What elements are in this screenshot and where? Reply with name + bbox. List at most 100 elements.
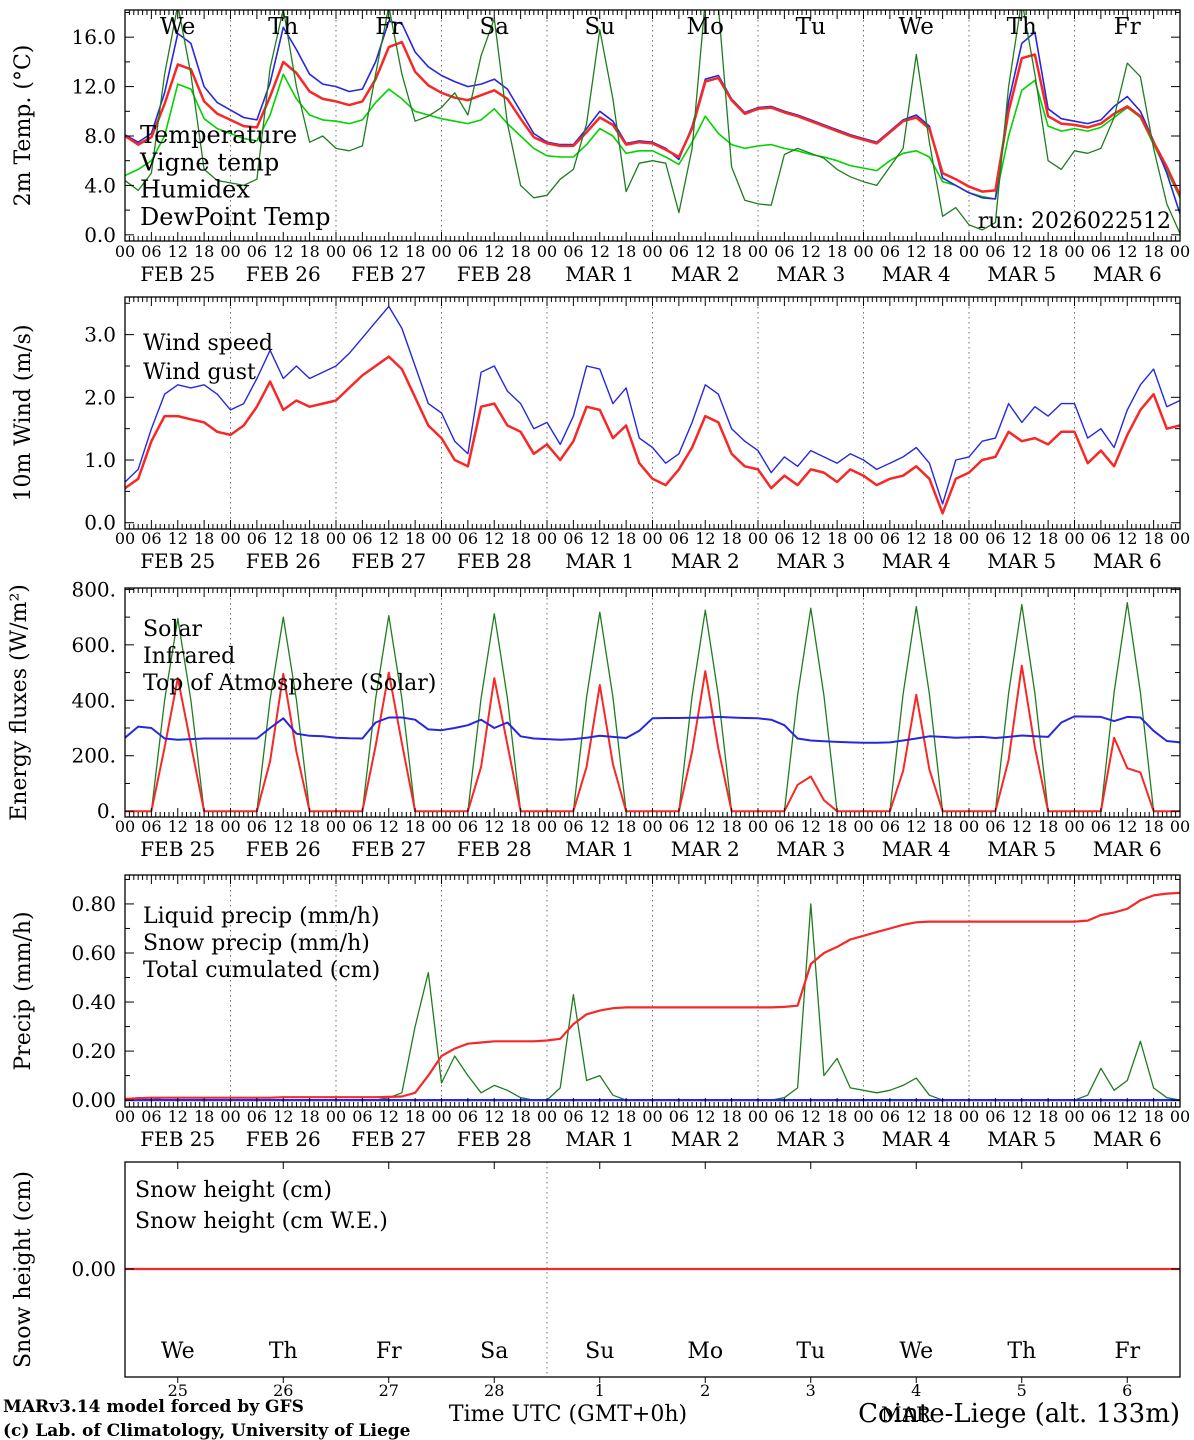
x-hour-label: 12 [590, 242, 610, 261]
x-date-label: FEB 28 [457, 1127, 532, 1151]
x-hour-label: 12 [1012, 242, 1032, 261]
x-hour-label: 12 [273, 817, 293, 836]
legend-entry: Wind speed [143, 331, 273, 356]
x-hour-label: 06 [141, 817, 161, 836]
x-hour-label: 00 [537, 817, 557, 836]
day-number-label: 4 [911, 1381, 921, 1400]
x-hour-label: 06 [247, 242, 267, 261]
day-number-label: 28 [484, 1381, 504, 1400]
panel-temperature: 00 06 12 18 00 06 12 18 00 06 12 18 00 06 12 18 00 06 12 18… [11, 9, 1190, 286]
x-hour-label: 12 [1012, 1107, 1032, 1126]
legend-entry: Temperature [140, 121, 297, 149]
x-date-label: FEB 27 [351, 837, 426, 861]
x-hour-label: 12 [695, 817, 715, 836]
x-hour-label: 06 [1091, 242, 1111, 261]
x-hour-label: 12 [906, 242, 926, 261]
x-hour-label: 06 [141, 242, 161, 261]
x-hour-label: 00 [220, 242, 240, 261]
x-hour-label: 12 [168, 817, 188, 836]
y-tick-label: 16.0 [71, 25, 116, 49]
x-hour-label: 12 [379, 242, 399, 261]
x-hour-label: 06 [669, 1107, 689, 1126]
x-date-label: MAR 3 [776, 837, 845, 861]
x-hour-label: 00 [959, 529, 979, 548]
x-hour-label: 12 [484, 529, 504, 548]
x-hour-label: 12 [1117, 817, 1137, 836]
x-hour-label: 12 [590, 529, 610, 548]
x-date-label: MAR 4 [882, 262, 951, 286]
x-hour-label: 12 [590, 1107, 610, 1126]
y-tick-label: 200. [71, 744, 116, 768]
y-tick-label: 8.0 [84, 124, 116, 148]
series-total-cumulated [125, 891, 1180, 1100]
x-hour-label: 18 [299, 242, 319, 261]
series-wind-speed [125, 355, 1180, 515]
day-name-label: Su [584, 14, 615, 40]
x-date-label: FEB 27 [351, 549, 426, 573]
x-hour-label: 00 [220, 1107, 240, 1126]
legend-entry: Humidex [140, 176, 250, 204]
x-hour-label: 18 [405, 1107, 425, 1126]
x-date-label: MAR 5 [987, 549, 1056, 573]
x-hour-label: 12 [1117, 242, 1137, 261]
x-hour-label: 06 [247, 1107, 267, 1126]
x-hour-label: 18 [932, 529, 952, 548]
legend-entry: Solar [143, 617, 202, 642]
y-tick-label: 0. [97, 799, 116, 823]
day-name-label: We [899, 14, 934, 40]
x-date-label: MAR 4 [882, 549, 951, 573]
y-tick-label: 0.0 [84, 511, 116, 535]
day-name-label: Th [1007, 14, 1037, 40]
x-hour-label: 00 [1170, 1107, 1190, 1126]
time-axis-label: Time UTC (GMT+0h) [449, 1402, 687, 1427]
x-date-label: MAR 3 [776, 549, 845, 573]
y-tick-label: 1.0 [84, 448, 116, 472]
x-hour-label: 00 [115, 242, 135, 261]
x-hour-label: 00 [959, 817, 979, 836]
x-hour-label: 06 [458, 242, 478, 261]
x-hour-label: 06 [247, 529, 267, 548]
x-date-label: FEB 28 [457, 549, 532, 573]
x-hour-label: 18 [299, 817, 319, 836]
day-name-label: Sa [480, 1339, 508, 1364]
y-tick-label: 0.40 [71, 990, 116, 1014]
x-hour-label: 00 [853, 1107, 873, 1126]
x-hour-label: 18 [1038, 242, 1058, 261]
y-tick-label: 0.0 [84, 223, 116, 247]
panel-precip: 00 06 12 18 00 06 12 18 00 06 12 18 00 06 12 18 00 06 12 18… [11, 874, 1190, 1151]
axis-labels: 00 06 12 18 00 06 12 18 00 06 12 18 00 06 12 18 00 06 12 18… [84, 323, 1190, 573]
x-date-label: FEB 26 [246, 262, 321, 286]
legend-entry: Snow precip (mm/h) [143, 931, 370, 956]
x-hour-label: 12 [695, 529, 715, 548]
legend: Wind speed Wind gust [143, 331, 273, 385]
x-hour-label: 00 [1170, 817, 1190, 836]
x-hour-label: 00 [431, 529, 451, 548]
x-hour-label: 12 [695, 242, 715, 261]
x-hour-label: 06 [247, 817, 267, 836]
x-hour-label: 12 [484, 817, 504, 836]
x-hour-label: 06 [141, 1107, 161, 1126]
x-hour-label: 06 [563, 242, 583, 261]
x-hour-label: 12 [484, 1107, 504, 1126]
axis-labels: We 25 Th 26 Fr 27 Sa 28 Su 1 Mo 2 Tu 3 We 4 Th 5 Fr 6 0.00 [71, 1257, 1140, 1400]
x-hour-label: 00 [642, 242, 662, 261]
x-hour-label: 12 [801, 817, 821, 836]
day-number-label: 6 [1122, 1381, 1132, 1400]
day-name-label: We [899, 1339, 933, 1364]
x-hour-label: 06 [352, 242, 372, 261]
panel-snow: We 25 Th 26 Fr 27 Sa 28 Su 1 Mo 2 Tu 3 We 4 Th 5 Fr 6 0.00 Sn… [11, 1161, 1181, 1400]
x-hour-label: 00 [642, 529, 662, 548]
x-hour-label: 18 [510, 242, 530, 261]
series-infrared [125, 715, 1180, 744]
day-number-label: 3 [806, 1381, 816, 1400]
x-date-label: FEB 25 [140, 1127, 215, 1151]
x-date-label: MAR 1 [565, 1127, 634, 1151]
x-hour-label: 00 [220, 529, 240, 548]
x-hour-label: 18 [1143, 1107, 1163, 1126]
day-name-label: We [160, 14, 195, 40]
x-hour-label: 06 [985, 242, 1005, 261]
x-hour-label: 06 [1091, 529, 1111, 548]
legend-entry: Vigne temp [139, 148, 279, 176]
